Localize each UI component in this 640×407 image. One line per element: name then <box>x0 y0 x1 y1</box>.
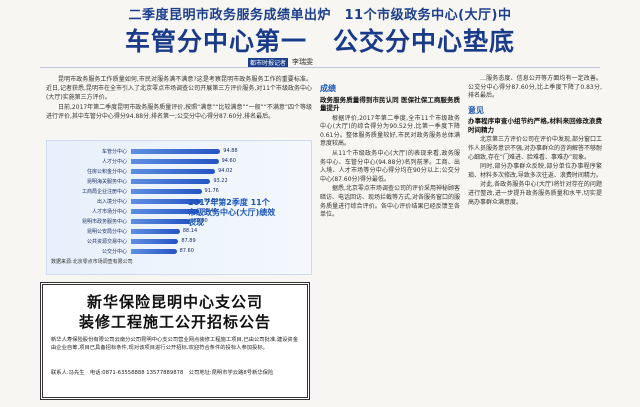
chart-bar <box>131 229 180 234</box>
score-bar-chart: 数据来源:北京零点市场调查有限公司 车管分中心 94.88 人才分中心 94.60 住房… <box>46 140 312 275</box>
header-rule <box>40 67 600 68</box>
body-paragraph: 对此,各政务服务中心(大厅)将针对存在的问题进行整改,进一步提升政务服务质量和水… <box>468 181 602 206</box>
chart-value-label: 89.90 <box>193 218 208 224</box>
ad-title-line2: 装修工程施工公开招标公告 <box>78 313 271 331</box>
article-column-3: …服务态度、信息公开等方面均有一定改善。公交分中心得分87.60分,比上季度下降… <box>468 75 602 208</box>
headline-subtitle: 二季度昆明市政务服务成绩单出炉 11个市级政务中心(大厅)中 <box>128 8 512 23</box>
lead-paragraph: 日前,2017年第二季度昆明市政务服务质量评价,按照“满意”“比较满意”“一般”… <box>46 104 312 120</box>
chart-bar <box>131 199 202 204</box>
chart-value-label: 87.89 <box>181 238 196 244</box>
chart-category-label: 住房公积金分中心 <box>86 169 127 175</box>
section-heading: 办事程序审查小组节约严格,材料来回修改浪费时间精力 <box>468 117 602 134</box>
chart-category-label: 昆明市政务服务中心 <box>81 219 127 225</box>
chart-category-label: 昆明公安局分中心 <box>86 229 127 235</box>
byline-name: 李瑞雯 <box>292 58 314 66</box>
chart-bar <box>131 159 219 164</box>
chart-title: 2017年第2季度 11个市级政务中心(大厅)绩效表现 <box>188 198 276 227</box>
chart-category-label: 车管分中心 <box>101 149 127 155</box>
chart-value-label: 91.76 <box>204 188 219 194</box>
chart-category-label: 人才分中心 <box>101 159 127 165</box>
ad-body: 新华人寿保险股份有限公司云南分公司昆明中心支公司营业网点装修工程施工项目,已由公… <box>51 337 299 351</box>
chart-bar <box>131 149 221 154</box>
ad-contact: 联系人:冯先生 电话:0871-63558888 13577889878 公司地… <box>51 370 274 376</box>
body-paragraph: …服务态度、信息公开等方面均有一定改善。公交分中心得分87.60分,比上季度下降… <box>468 75 602 100</box>
chart-value-label: 88.14 <box>182 228 198 234</box>
section-label-opinions: 意见 <box>468 105 484 115</box>
tender-advertisement: 新华保险昆明中心支公司 装修工程施工公开招标公告 新华人寿保险股份有限公司云南分… <box>40 282 310 400</box>
chart-bar <box>131 219 191 224</box>
body-paragraph: 据悉,北京零点市场调查公司的评价采用神秘顾客暗访、电话回访、现场拦截等方式,对各… <box>320 185 460 219</box>
chart-source: 数据来源:北京零点市场调查有限公司 <box>51 259 133 265</box>
body-paragraph: 根据评价,2017年第二季度,全市11个市级政务中心(大厅)的综合得分为90.5… <box>320 114 460 148</box>
chart-bar <box>131 249 177 254</box>
chart-bar <box>131 179 211 184</box>
chart-value-label: 91.69 <box>204 198 219 204</box>
article-column-2: 成绩 政务服务质量得到市民认同 医保社保工商服务质量提升 根据评价,2017年第… <box>320 84 460 221</box>
chart-category-label: 工商局企业注册中心 <box>81 189 127 195</box>
chart-category-label: 公共资源交易中心 <box>86 239 127 245</box>
byline-tag: 都市时报记者 <box>248 57 289 67</box>
headline-title: 车管分中心第一 公交分中心垫底 <box>124 27 515 56</box>
chart-value-label: 94.88 <box>223 148 238 154</box>
byline: 都市时报记者 李瑞雯 <box>248 57 313 67</box>
body-paragraph: 北京第三方评价公司在评价中发现,部分窗口工作人员服务意识不强,对办事群众的咨询解… <box>468 136 602 161</box>
chart-category-label: 昆明海关服务中心 <box>86 179 127 185</box>
chart-category-label: 公交分中心 <box>101 249 127 255</box>
chart-category-label: 出入境分中心 <box>96 199 127 205</box>
chart-bar <box>131 189 202 194</box>
chart-bar <box>131 169 216 174</box>
chart-category-label: 人才市场分中心 <box>91 209 127 215</box>
chart-bar <box>131 209 200 214</box>
chart-bar <box>131 239 179 244</box>
body-paragraph: 同时,部分办事群众反映,部分单位办事程序繁琐、材料多次修改,导致多次往返、浪费时… <box>468 163 602 179</box>
chart-value-label: 87.60 <box>179 248 194 254</box>
ad-title-line1: 新华保险昆明中心支公司 <box>86 293 263 311</box>
section-label-results: 成绩 <box>320 84 336 93</box>
chart-value-label: 94.02 <box>218 168 233 174</box>
chart-value-label: 91.40 <box>202 208 217 214</box>
lead-text: 昆明市政务服务工作质量如何,市民对服务满不满意?这是考察昆明市政务服务工作的重要… <box>46 75 312 122</box>
section-heading: 政务服务质量得到市民认同 医保社保工商服务质量提升 <box>320 95 460 113</box>
lead-paragraph: 昆明市政务服务工作质量如何,市民对服务满不满意?这是考察昆明市政务服务工作的重要… <box>46 76 312 101</box>
chart-value-label: 93.22 <box>213 178 228 184</box>
body-paragraph: 从11个市级政务中心(大厅)的表现来看,政务服务中心、车管分中心(94.88分)… <box>320 149 460 183</box>
chart-value-label: 94.60 <box>221 158 236 164</box>
